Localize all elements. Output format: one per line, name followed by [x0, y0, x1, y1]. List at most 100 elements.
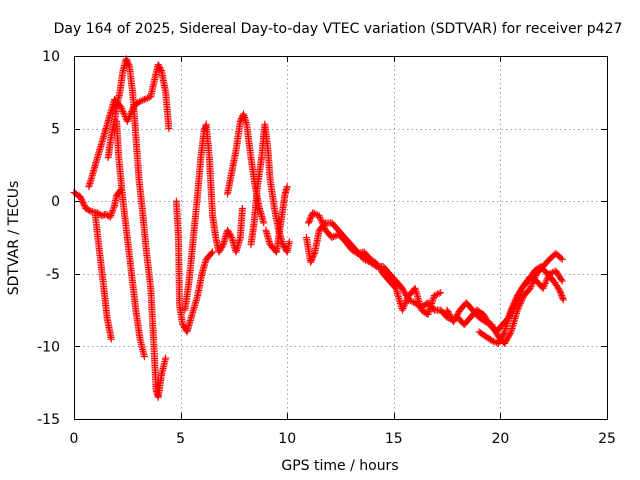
data-point-marker	[78, 196, 86, 204]
data-point-marker	[403, 296, 411, 304]
data-point-marker	[443, 306, 451, 314]
data-point-marker	[309, 252, 317, 260]
data-point-marker	[399, 304, 407, 312]
data-point-marker	[306, 216, 314, 224]
data-point-marker	[124, 58, 132, 66]
data-point-marker	[76, 193, 84, 201]
y-tick-label: -5	[46, 267, 60, 283]
data-point-marker	[140, 96, 148, 104]
data-point-marker	[557, 276, 565, 284]
data-point-marker	[209, 248, 217, 256]
data-point-marker	[316, 213, 324, 221]
x-tick-label: 5	[176, 431, 185, 447]
data-point-marker	[516, 300, 524, 308]
data-point-marker	[402, 298, 410, 306]
data-point-marker	[504, 334, 512, 342]
data-point-marker	[79, 199, 87, 207]
data-point-marker	[403, 295, 411, 303]
data-point-marker	[505, 332, 513, 340]
data-point-marker	[540, 281, 548, 289]
data-point-marker	[320, 223, 328, 231]
data-point-marker	[508, 304, 516, 312]
data-point-marker	[78, 197, 86, 205]
data-point-marker	[508, 303, 516, 311]
data-point-marker	[280, 242, 288, 250]
data-point-marker	[154, 61, 162, 69]
data-point-marker	[227, 232, 235, 240]
data-point-marker	[110, 203, 118, 211]
data-point-marker	[317, 217, 325, 225]
data-point-marker	[310, 251, 318, 259]
data-point-marker	[499, 331, 507, 339]
x-axis-title: GPS time / hours	[281, 458, 398, 474]
data-point-marker	[516, 301, 524, 309]
x-tick-label: 25	[598, 431, 616, 447]
data-point-marker	[542, 278, 550, 286]
data-point-marker	[507, 306, 515, 314]
data-point-marker	[399, 286, 407, 294]
data-point-marker	[162, 354, 170, 362]
data-point-marker	[310, 210, 318, 218]
data-point-marker	[142, 95, 150, 103]
data-point-marker	[106, 213, 114, 221]
data-point-marker	[498, 332, 506, 340]
data-point-marker	[224, 228, 232, 236]
y-tick-label: 10	[42, 49, 60, 65]
data-point-marker	[434, 290, 442, 298]
data-point-marker	[319, 221, 327, 229]
data-point-marker	[401, 300, 409, 308]
data-point-marker	[518, 296, 526, 304]
y-axis-title: SDTVAR / TECUs	[6, 181, 22, 296]
data-point-marker	[310, 249, 318, 257]
data-point-marker	[515, 303, 523, 311]
data-point-marker	[557, 254, 565, 262]
data-point-marker	[391, 283, 399, 291]
data-point-marker	[510, 300, 518, 308]
data-point-marker	[80, 200, 88, 208]
data-point-marker	[155, 62, 163, 70]
data-point-marker	[136, 98, 144, 106]
data-point-marker	[488, 337, 496, 345]
data-point-marker	[216, 247, 224, 255]
data-point-marker	[360, 255, 368, 263]
data-point-marker	[555, 286, 563, 294]
data-point-marker	[144, 94, 152, 102]
y-tick-label: -10	[37, 339, 60, 355]
data-point-marker	[527, 283, 535, 291]
data-point-marker	[330, 233, 338, 241]
chart-title: Day 164 of 2025, Sidereal Day-to-day VTE…	[54, 21, 623, 37]
data-point-marker	[108, 208, 116, 216]
data-point-marker	[494, 339, 502, 347]
y-tick-label: 5	[51, 122, 60, 138]
data-point-marker	[445, 309, 453, 317]
data-point-marker	[502, 337, 510, 345]
data-point-marker	[400, 303, 408, 311]
data-point-marker	[119, 108, 127, 116]
data-point-marker	[318, 218, 326, 226]
data-point-marker	[308, 254, 316, 262]
data-point-marker	[305, 218, 313, 226]
data-point-marker	[307, 257, 315, 265]
y-tick-label: -15	[37, 412, 60, 428]
data-point-marker	[137, 97, 145, 105]
data-point-marker	[118, 106, 126, 114]
data-point-marker	[543, 275, 551, 283]
data-point-marker	[107, 335, 115, 343]
data-point-marker	[140, 353, 148, 361]
data-point-marker	[225, 229, 233, 237]
data-point-marker	[511, 296, 519, 304]
data-point-marker	[107, 210, 115, 218]
data-point-marker	[218, 244, 226, 252]
data-point-marker	[540, 283, 548, 291]
data-point-marker	[125, 61, 133, 69]
data-point-marker	[319, 220, 327, 228]
data-point-marker	[157, 65, 165, 73]
data-point-marker	[312, 210, 320, 218]
data-point-marker	[512, 295, 520, 303]
data-point-marker	[518, 295, 526, 303]
data-point-marker	[306, 215, 314, 223]
x-tick-label: 15	[385, 431, 403, 447]
data-point-marker	[528, 281, 536, 289]
data-point-marker	[328, 234, 336, 241]
data-point-marker	[500, 329, 508, 337]
